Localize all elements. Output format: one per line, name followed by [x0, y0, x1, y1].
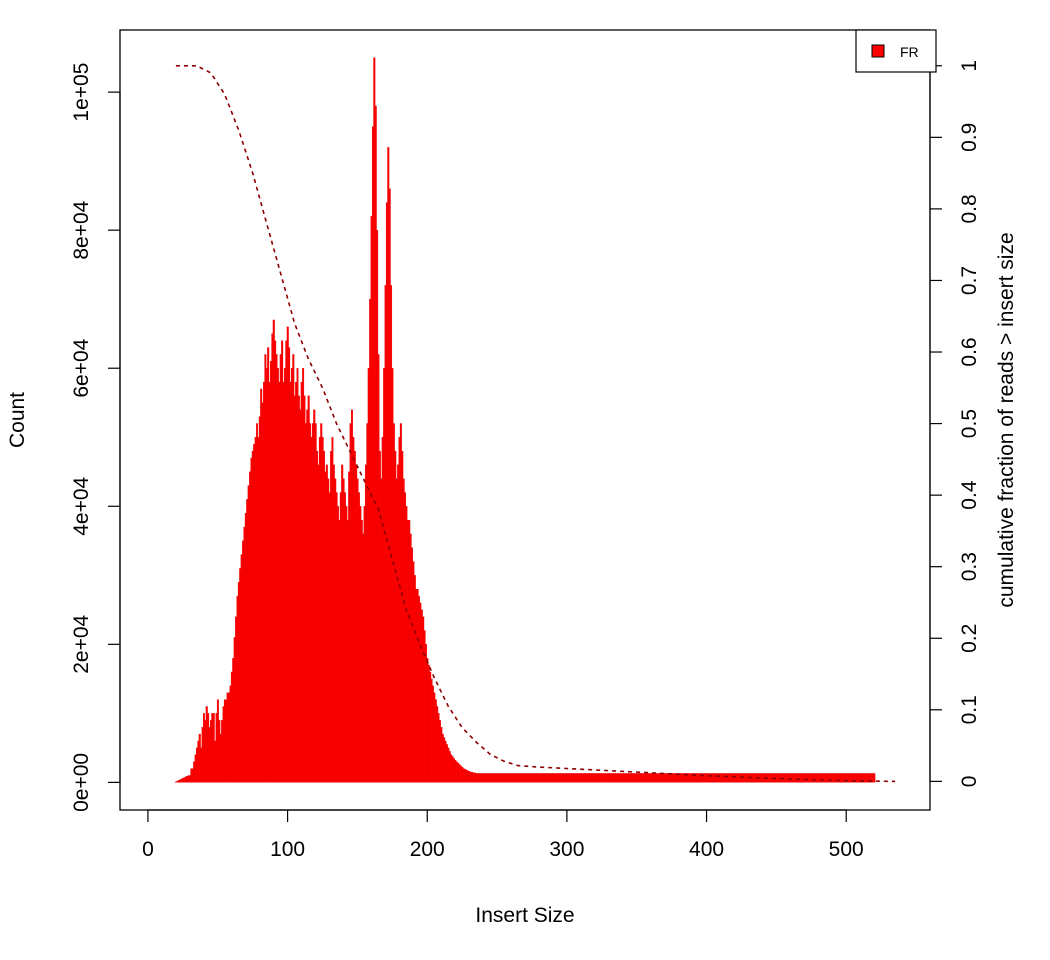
legend-box [855, 29, 937, 73]
y2-tick-label: 0.7 [958, 266, 981, 295]
legend: FR [855, 29, 937, 73]
y-axis-label: Count [6, 392, 29, 448]
y2-tick-label: 1 [958, 60, 981, 72]
y2-tick-label: 0.1 [958, 695, 981, 724]
x-axis-label: Insert Size [475, 904, 574, 927]
y-tick-label: 1e+05 [70, 63, 93, 122]
x-tick-label: 300 [549, 838, 584, 861]
y2-tick-label: 0.6 [958, 337, 981, 366]
bar [873, 773, 876, 783]
y2-tick-label: 0.5 [958, 409, 981, 438]
y2-tick-label: 0.9 [958, 123, 981, 152]
histogram-bars [175, 57, 876, 783]
y2-tick-label: 0.3 [958, 552, 981, 581]
y-tick-label: 8e+04 [70, 200, 93, 259]
legend-swatch [871, 44, 885, 58]
x-tick-label: 100 [270, 838, 305, 861]
x-axis: 0 100 200 300 400 500 [142, 809, 864, 861]
y-tick-label: 6e+04 [70, 338, 93, 397]
x-tick-label: 200 [410, 838, 445, 861]
y2-axis: 0 0.1 0.2 0.3 0.4 0.5 0.6 0.7 0.8 0.9 1 [929, 60, 981, 788]
legend-label-fr: FR [900, 44, 919, 60]
y2-tick-label: 0 [958, 776, 981, 788]
x-tick-label: 500 [829, 838, 864, 861]
y2-tick-label: 0.8 [958, 194, 981, 223]
y2-tick-label: 0.2 [958, 624, 981, 653]
y2-tick-label: 0.4 [958, 480, 981, 510]
cumulative-curve [175, 65, 896, 783]
y2-axis-label: cumulative fraction of reads > insert si… [995, 232, 1018, 607]
cumulative-line [175, 65, 896, 783]
y-tick-label: 2e+04 [70, 614, 93, 673]
y-tick-label: 4e+04 [70, 476, 93, 535]
x-tick-label: 400 [689, 838, 724, 861]
y-axis: 0e+00 2e+04 4e+04 6e+04 8e+04 1e+05 [70, 63, 121, 812]
x-tick-label: 0 [142, 838, 154, 861]
y-tick-label: 0e+00 [70, 753, 93, 812]
